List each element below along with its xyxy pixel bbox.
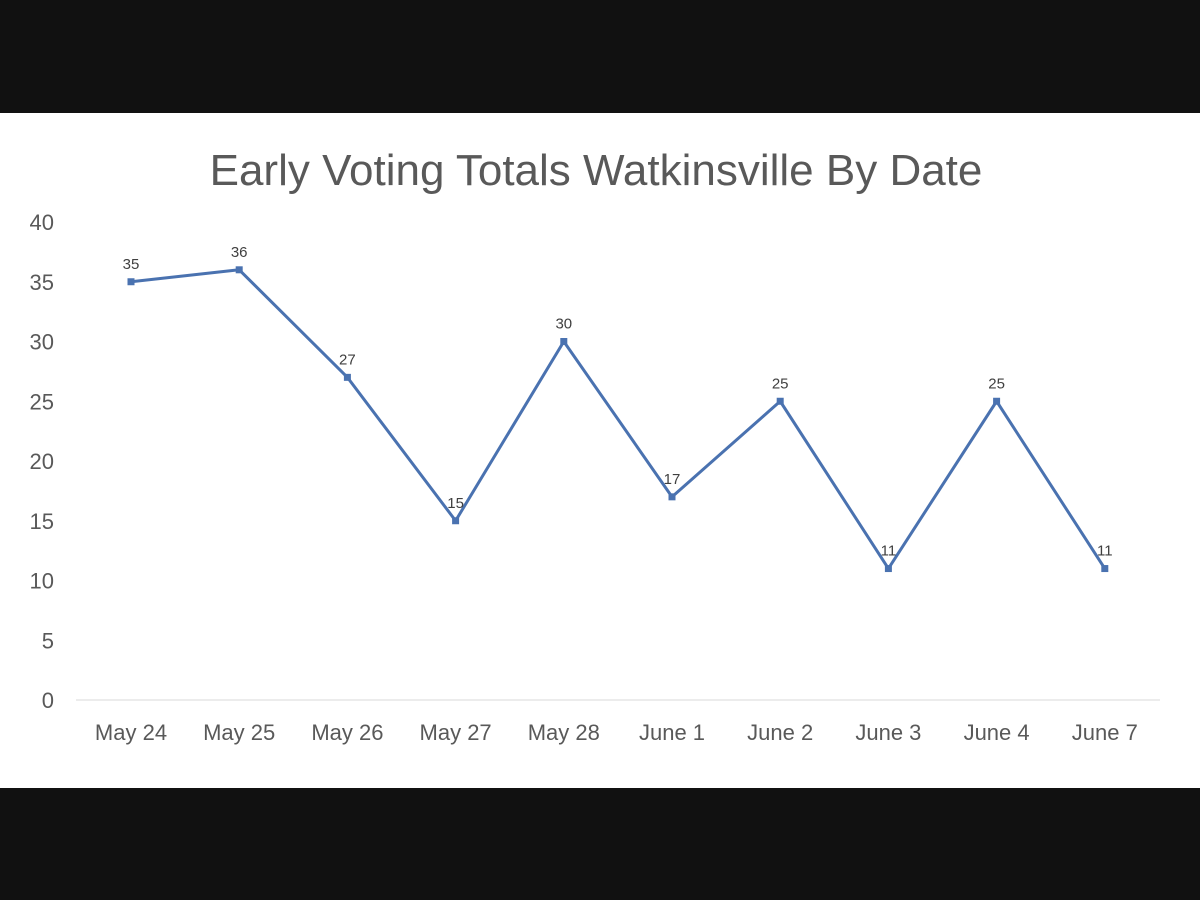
line-chart: 0 5 10 15 20 25 30 35 40 May 24 May 25 May 26 May 27… (30, 210, 1160, 745)
letterbox-top (0, 0, 1200, 113)
y-tick-label: 25 (30, 389, 54, 414)
x-tick-label: May 25 (203, 720, 275, 745)
data-point-marker (993, 397, 1001, 405)
data-label: 25 (772, 375, 789, 392)
data-label: 27 (339, 351, 356, 368)
data-label: 11 (1097, 543, 1113, 560)
data-point-marker (452, 517, 460, 525)
data-label: 30 (555, 316, 572, 333)
chart-title: Early Voting Totals Watkinsville By Date (209, 146, 983, 195)
data-label: 17 (664, 471, 681, 488)
y-tick-label: 5 (42, 628, 54, 653)
chart-panel: Early Voting Totals Watkinsville By Date (0, 113, 1200, 788)
data-label: 36 (231, 244, 248, 261)
series-line (130, 268, 1107, 571)
x-tick-label: May 26 (311, 720, 383, 745)
x-tick-label: June 2 (747, 720, 813, 745)
y-tick-label: 35 (30, 270, 54, 295)
data-point-marker (884, 565, 892, 573)
letterbox-bottom (0, 788, 1200, 900)
data-label: 15 (447, 495, 464, 512)
x-tick-label: June 7 (1072, 720, 1138, 745)
data-point-marker (127, 278, 135, 286)
data-point-marker (1101, 565, 1109, 573)
x-tick-label: May 28 (528, 720, 600, 745)
x-tick-label: June 3 (855, 720, 921, 745)
data-point-marker (235, 266, 243, 274)
data-label: 25 (988, 375, 1005, 392)
data-point-marker (668, 493, 676, 501)
data-label: 11 (881, 543, 897, 560)
data-point-marker (343, 373, 351, 381)
y-tick-label: 10 (30, 569, 54, 594)
y-tick-label: 30 (30, 330, 54, 355)
data-label: 35 (123, 256, 140, 273)
y-tick-label: 0 (42, 688, 54, 713)
y-tick-label: 40 (30, 210, 54, 235)
y-tick-label: 15 (30, 509, 54, 534)
x-tick-label: May 24 (95, 720, 167, 745)
y-tick-label: 20 (30, 449, 54, 474)
x-tick-label: May 27 (420, 720, 492, 745)
data-point-marker (560, 338, 568, 345)
x-tick-label: June 1 (639, 720, 705, 745)
data-point-marker (776, 397, 784, 405)
x-tick-label: June 4 (964, 720, 1030, 745)
